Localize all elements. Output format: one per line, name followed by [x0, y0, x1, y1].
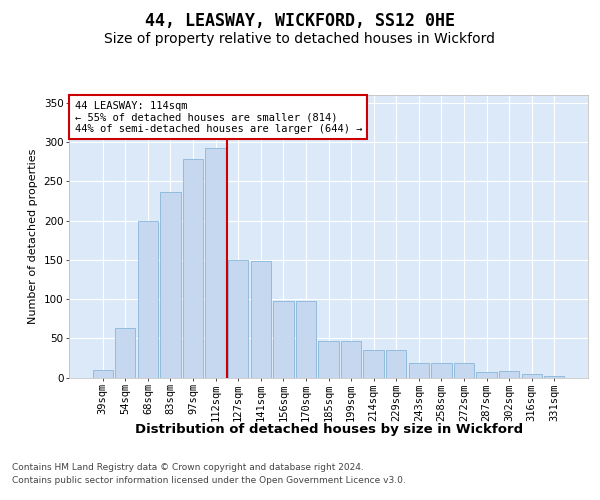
Bar: [364, 350, 384, 378]
Bar: [454, 364, 474, 378]
Bar: [228, 260, 248, 378]
Bar: [409, 364, 429, 378]
Y-axis label: Number of detached properties: Number of detached properties: [28, 148, 38, 324]
Bar: [431, 364, 452, 378]
Bar: [138, 220, 158, 378]
Text: Contains HM Land Registry data © Crown copyright and database right 2024.: Contains HM Land Registry data © Crown c…: [12, 464, 364, 472]
Text: Distribution of detached houses by size in Wickford: Distribution of detached houses by size …: [135, 422, 523, 436]
Text: 44, LEASWAY, WICKFORD, SS12 0HE: 44, LEASWAY, WICKFORD, SS12 0HE: [145, 12, 455, 30]
Bar: [160, 192, 181, 378]
Text: 44 LEASWAY: 114sqm
← 55% of detached houses are smaller (814)
44% of semi-detach: 44 LEASWAY: 114sqm ← 55% of detached hou…: [74, 100, 362, 134]
Bar: [273, 302, 293, 378]
Bar: [296, 302, 316, 378]
Bar: [205, 148, 226, 378]
Bar: [115, 328, 136, 378]
Bar: [319, 340, 338, 378]
Bar: [386, 350, 406, 378]
Bar: [544, 376, 565, 378]
Bar: [521, 374, 542, 378]
Bar: [251, 262, 271, 378]
Bar: [183, 160, 203, 378]
Bar: [341, 340, 361, 378]
Text: Size of property relative to detached houses in Wickford: Size of property relative to detached ho…: [104, 32, 496, 46]
Text: Contains public sector information licensed under the Open Government Licence v3: Contains public sector information licen…: [12, 476, 406, 485]
Bar: [92, 370, 113, 378]
Bar: [499, 371, 519, 378]
Bar: [476, 372, 497, 378]
